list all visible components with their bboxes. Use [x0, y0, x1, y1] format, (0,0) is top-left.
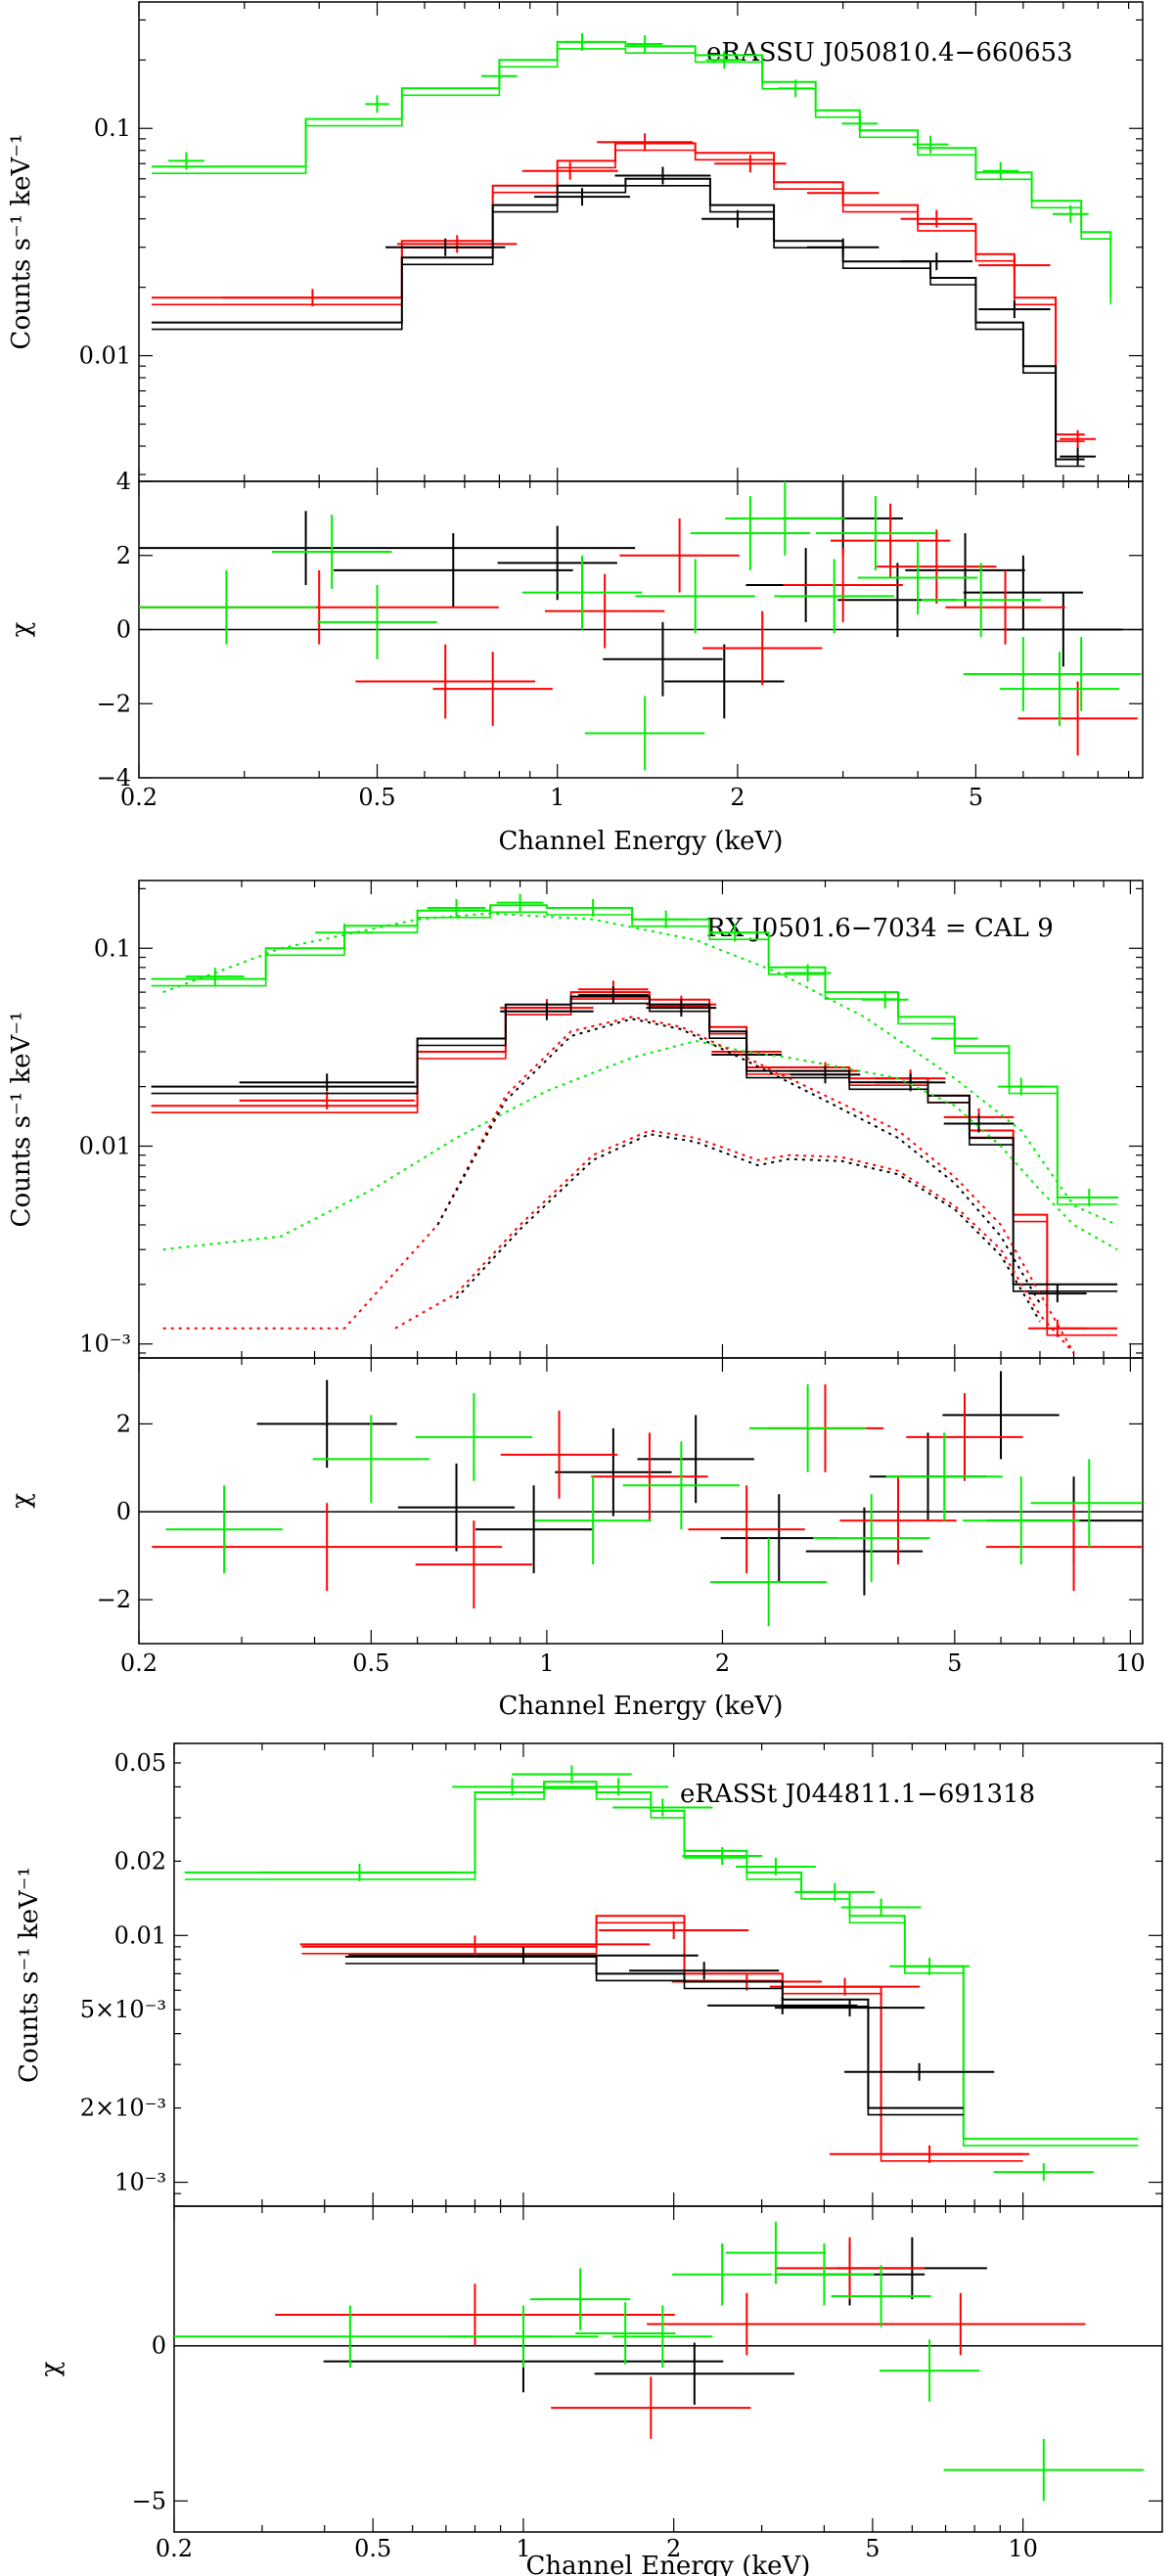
y-tick-label: −2: [97, 690, 131, 717]
x-tick-label: 10: [1008, 2535, 1038, 2562]
model-line-red: [151, 991, 1118, 1330]
residual-frame: [138, 1357, 1144, 1645]
spectrum-series-group: [151, 893, 1119, 1354]
residual-series-group: [152, 1371, 1143, 1627]
model-line-green: [152, 40, 1112, 298]
y-tick-label: 0.01: [79, 1132, 131, 1159]
model-line-red: [151, 998, 1118, 1336]
x-tick-label: 0.5: [352, 1650, 389, 1677]
model-line-black: [151, 995, 1118, 1286]
residual-frame: [173, 2205, 1163, 2533]
y-tick-label: 0.02: [114, 1847, 166, 1875]
y-tick-label: −4: [97, 764, 131, 791]
model-line-green-comp1: [162, 912, 1118, 1226]
model-line-black-comp1: [436, 1017, 1041, 1304]
y-axis-label-chi: χ: [7, 621, 36, 637]
spectrum-frame: [173, 1742, 1163, 2207]
x-tick-label: 1: [550, 784, 564, 811]
spectrum-series-group: [152, 32, 1112, 468]
chart-title: eRASSt J044811.1−691318: [680, 1780, 1035, 1809]
model-line-red: [301, 1915, 1023, 2155]
x-axis-label: Channel Energy (keV): [526, 2552, 811, 2576]
y-tick-label: 0.1: [94, 934, 131, 962]
model-line-green: [184, 1781, 1139, 2141]
y-axis-label-counts: Counts s⁻¹ keV⁻¹: [7, 1012, 36, 1228]
model-line-red: [152, 149, 1085, 442]
y-tick-label: 0.01: [114, 1921, 166, 1949]
y-axis-label-chi: χ: [36, 2361, 66, 2376]
y-tick-label: 2: [116, 1410, 131, 1437]
y-axis-label-counts: Counts s⁻¹ keV⁻¹: [7, 134, 36, 350]
y-tick-label: −2: [97, 1586, 131, 1613]
y-tick-label: 4: [116, 468, 131, 495]
x-tick-label: 0.2: [120, 784, 158, 811]
y-tick-label: 0.05: [114, 1749, 166, 1777]
y-tick-label: 0.01: [79, 342, 131, 370]
y-tick-label: 0.1: [94, 114, 131, 142]
model-line-green: [151, 904, 1118, 1198]
model-line-green: [184, 1787, 1139, 2147]
spectrum-frame: [138, 880, 1144, 1359]
x-tick-label: 2: [730, 784, 745, 811]
model-line-black: [152, 177, 1085, 461]
model-line-green-comp2: [162, 1039, 1118, 1251]
model-line-red-comp2: [394, 1129, 1075, 1354]
y-tick-label: 2: [116, 542, 131, 569]
chart-panel-erassu: 0.2 0.5 1 2 5 Channel Energy (keV) 0.01 0.1 Coun…: [7, 1, 1144, 856]
x-tick-label: 10: [1115, 1650, 1146, 1677]
x-tick-label: 1: [539, 1650, 554, 1677]
model-line-black: [152, 185, 1085, 468]
residual-series-group: [139, 481, 1142, 771]
x-tick-label: 0.5: [354, 2535, 391, 2562]
x-tick-label: 5: [865, 2535, 880, 2562]
y-tick-label: 10⁻³: [79, 1331, 131, 1358]
chart-panel-erasst: 0.2 0.5 1 2 5 10 Channel Energy (keV) 10⁻³ 2×10⁻…: [15, 1742, 1163, 2576]
y-tick-label: 5×10⁻³: [80, 1996, 166, 2023]
x-tick-label: 0.2: [120, 1650, 158, 1677]
spectrum-series-group: [184, 1765, 1139, 2182]
x-tick-label: 1: [516, 2535, 530, 2562]
y-tick-label: 2×10⁻³: [80, 2095, 166, 2122]
model-line-black: [344, 1956, 964, 2109]
x-tick-label: 2: [666, 2535, 681, 2562]
y-axis-label-chi: χ: [7, 1493, 36, 1509]
y-axis-label-counts: Counts s⁻¹ keV⁻¹: [15, 1867, 44, 2083]
residual-series-group: [174, 2221, 1144, 2502]
model-line-green: [152, 48, 1112, 305]
spectrum-frame: [138, 1, 1144, 482]
model-line-black: [344, 1963, 964, 2116]
chart-title: RX J0501.6−7034 = CAL 9: [706, 914, 1054, 943]
x-axis-label: Channel Energy (keV): [499, 827, 784, 856]
x-tick-label: 5: [947, 1650, 962, 1677]
x-tick-label: 5: [969, 784, 983, 811]
y-tick-label: −5: [132, 2487, 166, 2514]
chart-panel-cal9: 0.2 0.5 1 2 5 10 Channel Energy (keV) 10⁻³ 0.01 0…: [7, 880, 1146, 1721]
x-tick-label: 0.2: [156, 2535, 193, 2562]
x-tick-label: 0.5: [358, 784, 395, 811]
y-tick-label: 0: [152, 2332, 166, 2360]
x-axis-label: Channel Energy (keV): [499, 1692, 784, 1721]
y-tick-label: 0: [116, 616, 131, 644]
model-line-red: [301, 1921, 1023, 2162]
y-tick-label: 10⁻³: [114, 2169, 166, 2196]
model-line-red: [152, 142, 1085, 436]
model-line-black-comp2: [455, 1133, 1041, 1323]
model-line-red-comp1: [162, 1016, 1075, 1354]
chart-title: eRASSU J050810.4−660653: [706, 38, 1073, 68]
model-line-green: [151, 911, 1118, 1205]
y-tick-label: 0: [116, 1498, 131, 1525]
x-tick-label: 2: [715, 1650, 730, 1677]
